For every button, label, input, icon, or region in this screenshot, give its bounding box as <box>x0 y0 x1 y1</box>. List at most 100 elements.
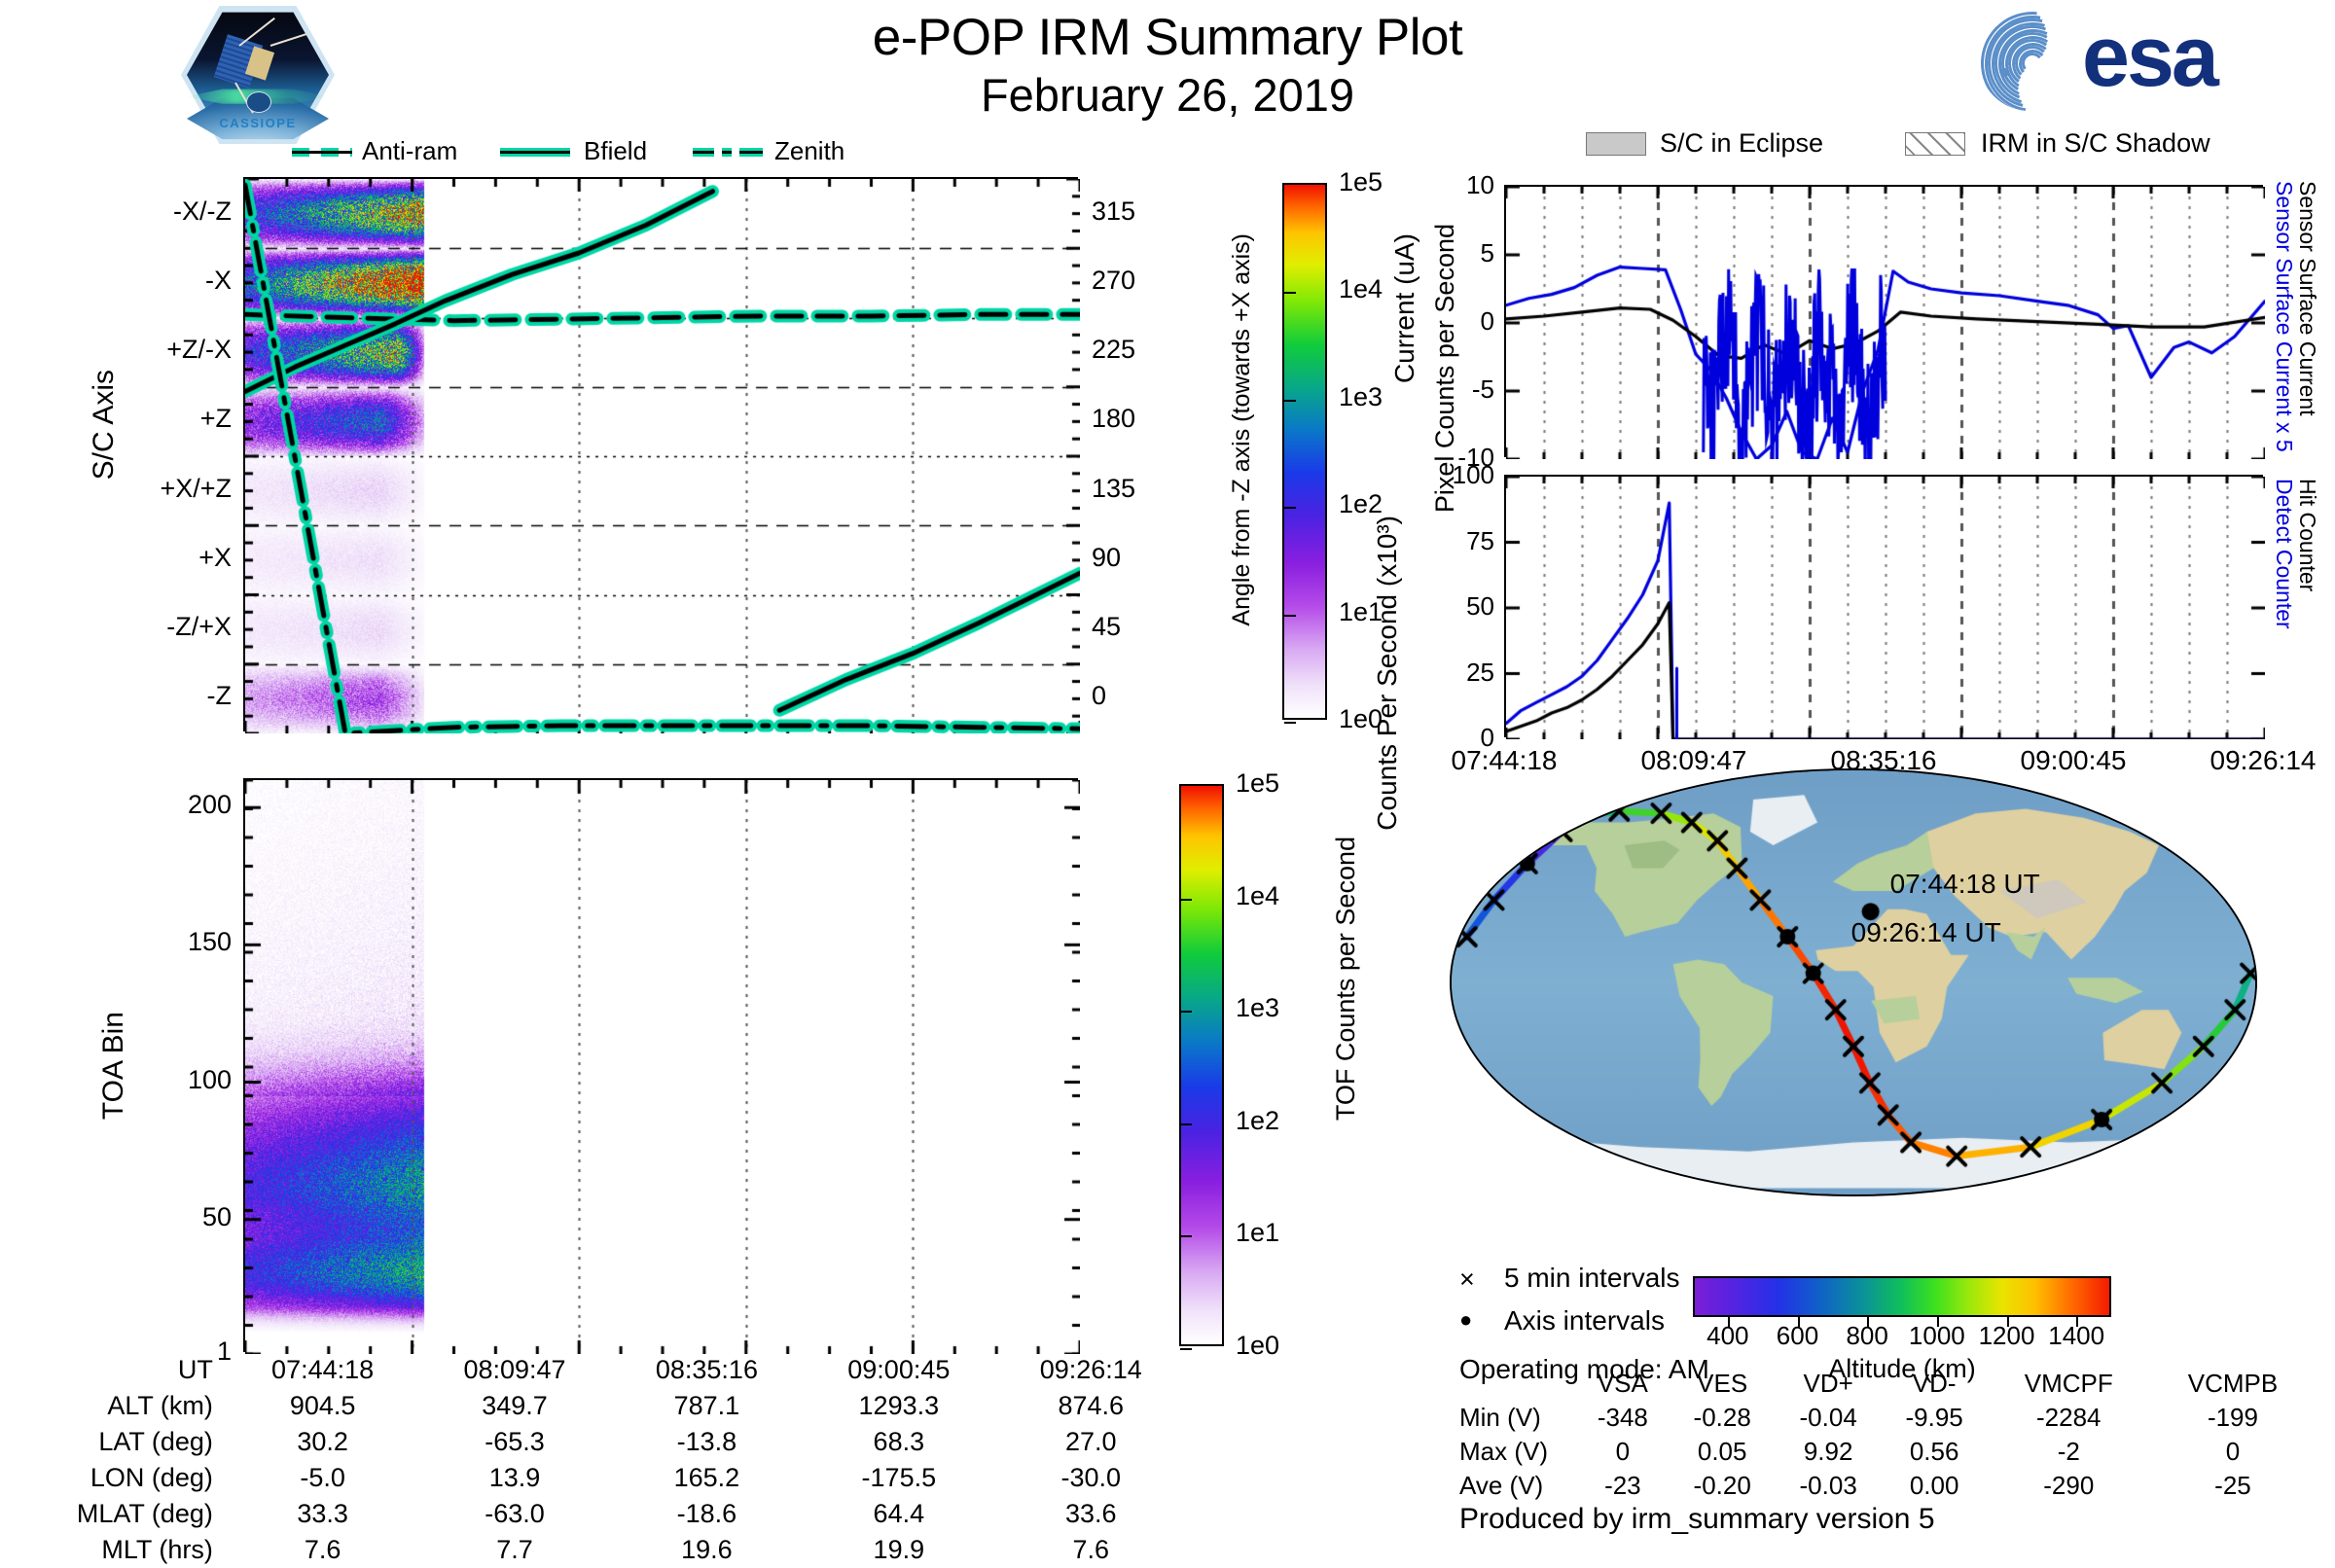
legend-label-zenith: Zenith <box>774 136 845 165</box>
ut-cell: 33.3 <box>297 1499 348 1528</box>
voltage-col-header: VCMPB <box>2187 1369 2279 1398</box>
ut-cell: 787.1 <box>673 1391 740 1420</box>
voltage-cell: 0.05 <box>1697 1437 1747 1466</box>
ut-table-row: LAT (deg) 30.2 -65.3 -13.8 68.3 27.0 <box>39 1424 1187 1460</box>
ut-cell: 1293.3 <box>858 1391 940 1420</box>
pixel-ytick-3: +Z <box>199 404 232 434</box>
pixel-rtick-3: 180 <box>1092 404 1136 434</box>
pixel-rtick-6: 45 <box>1092 612 1122 642</box>
map-annotation-start: 07:44:18 UT <box>1889 869 2040 900</box>
map-legend-label-axis: Axis intervals <box>1504 1305 1665 1336</box>
ut-row-label: LON (deg) <box>90 1463 213 1492</box>
alt-cbtick-mark <box>1936 1317 1939 1327</box>
voltage-table-row: Ave (V) -23 -0.20 -0.03 0.00 -290 -25 <box>1459 1469 2316 1503</box>
ut-cell: -65.3 <box>485 1427 545 1456</box>
voltage-col-header: VD+ <box>1803 1369 1853 1398</box>
ut-table-row: MLAT (deg) 33.3 -63.0 -18.6 64.4 33.6 <box>39 1496 1187 1532</box>
pixel-cbtick-4: 1e1 <box>1339 596 1383 626</box>
legend-swatch-bfield <box>500 148 570 157</box>
alt-cbtick-mark <box>2006 1317 2009 1327</box>
counts-ytick-0: 100 <box>1452 460 1494 489</box>
ut-row-label: ALT (km) <box>107 1391 213 1420</box>
pixel-cbtick-2: 1e3 <box>1339 381 1383 411</box>
page-title: e-POP IRM Summary Plot <box>872 9 1463 66</box>
legend-label-anti-ram: Anti-ram <box>362 136 458 165</box>
ut-cell: 13.9 <box>488 1463 541 1492</box>
ut-cell: 09:00:45 <box>847 1355 951 1384</box>
toa-spectrogram-panel <box>243 778 1080 1354</box>
voltage-header-row: VSA VES VD+ VD- VMCPF VCMPB <box>1459 1367 2316 1401</box>
toa-ytick-3: 50 <box>201 1201 232 1231</box>
voltage-cell: 9.92 <box>1803 1437 1853 1466</box>
voltage-cell: 0 <box>1615 1437 1631 1466</box>
legend-eclipse: S/C in Eclipse IRM in S/C Shadow <box>1479 128 2277 161</box>
counts-plot-panel <box>1504 475 2265 739</box>
pixel-rtick-4: 135 <box>1092 473 1136 503</box>
toa-colorbar-label: TOF Counts per Second <box>1331 837 1360 1122</box>
voltage-cell: -0.04 <box>1799 1403 1857 1432</box>
footer-credit: Produced by irm_summary version 5 <box>1459 1503 1935 1535</box>
voltage-cell: 0 <box>2225 1437 2241 1466</box>
current-ytick-2: 0 <box>1480 306 1494 336</box>
altitude-colorbar <box>1693 1276 2111 1317</box>
voltage-row-label: Min (V) <box>1459 1403 1541 1432</box>
voltage-col-header: VD- <box>1912 1369 1957 1398</box>
toa-cbtick-4: 1e1 <box>1236 1218 1280 1248</box>
pixel-rtick-2: 225 <box>1092 335 1136 365</box>
voltage-cell: -2284 <box>2036 1403 2102 1432</box>
ground-track-canvas <box>1452 770 2255 1194</box>
ut-cell: 09:26:14 <box>1039 1355 1142 1384</box>
ut-row-label: MLT (hrs) <box>101 1535 213 1564</box>
ut-cell: 33.6 <box>1064 1499 1117 1528</box>
voltage-row-label: Max (V) <box>1459 1437 1548 1466</box>
ut-cell: 27.0 <box>1064 1427 1117 1456</box>
current-ytick-0: 10 <box>1466 170 1494 199</box>
alt-cbtick-mark <box>1727 1317 1730 1327</box>
ut-cell: 874.6 <box>1058 1391 1125 1420</box>
voltage-cell: -290 <box>2043 1471 2095 1500</box>
ut-cell: 30.2 <box>297 1427 348 1456</box>
alt-cbtick-mark <box>2076 1317 2079 1327</box>
voltage-row-label: Ave (V) <box>1459 1471 1544 1500</box>
legend-swatch-sc-eclipse <box>1586 132 1646 156</box>
current-right-label-blue: Sensor Surface Current x 5 <box>2272 181 2297 452</box>
counts-ytick-1: 75 <box>1466 525 1494 555</box>
pixel-ytick-6: -Z/+X <box>166 612 232 642</box>
ut-cell: -5.0 <box>300 1463 345 1492</box>
map-annotation-end: 09:26:14 UT <box>1850 917 2001 948</box>
voltage-col-header: VES <box>1697 1369 1748 1398</box>
ut-cell: 07:44:18 <box>271 1355 375 1384</box>
ut-cell: 7.6 <box>304 1535 341 1564</box>
counts-right-label-blue: Detect Counter <box>2272 479 2297 629</box>
ut-cell: 349.7 <box>482 1391 548 1420</box>
counts-xtick-1: 08:09:47 <box>1640 745 1747 775</box>
counts-ytick-4: 0 <box>1480 723 1494 752</box>
ut-row-label: MLAT (deg) <box>76 1499 213 1528</box>
ut-cell: 165.2 <box>673 1463 740 1492</box>
counts-xtick-3: 09:00:45 <box>2020 745 2127 775</box>
current-ytick-4: -10 <box>1457 443 1494 472</box>
esa-logo-icon: esa <box>1975 8 2316 113</box>
pixel-spectrogram-image <box>245 179 1080 733</box>
ut-cell: 19.9 <box>873 1535 925 1564</box>
voltage-table-row: Max (V) 0 0.05 9.92 0.56 -2 0 <box>1459 1435 2316 1469</box>
ut-row-label: UT <box>177 1355 213 1384</box>
altitude-colorbar-label: Altitude (km) <box>1828 1354 1976 1383</box>
legend-overlay-lines: Anti-ram Bfield Zenith <box>292 136 915 169</box>
current-plot-lines <box>1506 187 2265 459</box>
pixel-panel-right-axis-label: Angle from -Z axis (towards +X axis) <box>1228 233 1255 626</box>
toa-ytick-2: 100 <box>187 1064 232 1094</box>
pixel-spectrogram-panel <box>243 177 1080 733</box>
voltage-cell: -199 <box>2207 1403 2258 1432</box>
counts-xtick-0: 07:44:18 <box>1451 745 1558 775</box>
ut-cell: -175.5 <box>861 1463 937 1492</box>
voltage-cell: 0.00 <box>1909 1471 1959 1500</box>
toa-colorbar <box>1179 784 1224 1350</box>
toa-cbtick-1: 1e4 <box>1236 880 1280 910</box>
toa-ytick-1: 150 <box>187 927 232 957</box>
toa-ytick-4: 1 <box>216 1336 232 1366</box>
counts-ytick-2: 50 <box>1466 591 1494 621</box>
ut-cell: -13.8 <box>676 1427 737 1456</box>
pixel-ytick-4: +X/+Z <box>160 473 232 503</box>
pixel-rtick-5: 90 <box>1092 542 1122 572</box>
